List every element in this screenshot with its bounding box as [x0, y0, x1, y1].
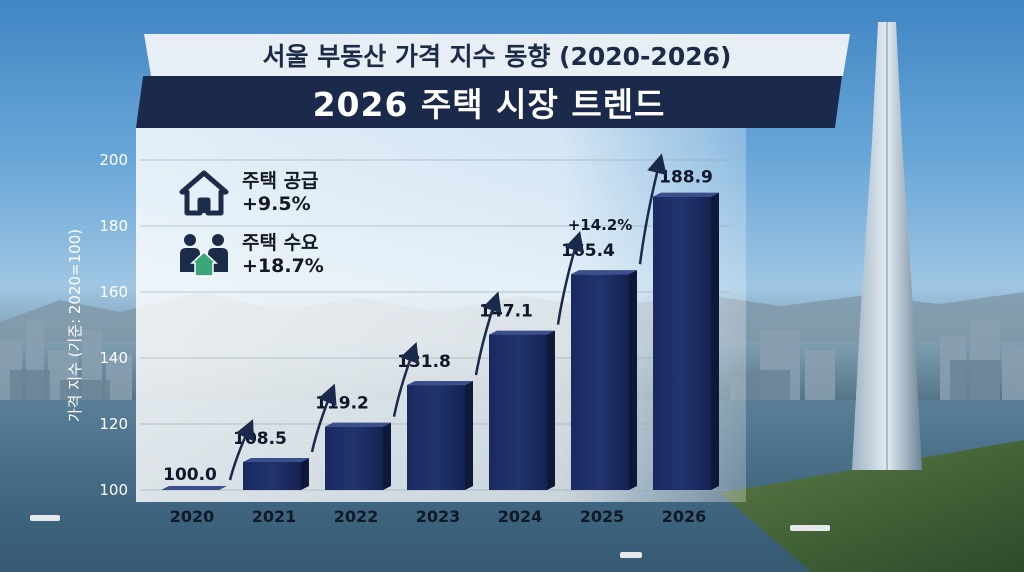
x-tick-label: 2024 — [498, 507, 543, 526]
x-tick-label: 2021 — [252, 507, 297, 526]
data-label: 131.8 — [397, 352, 451, 372]
bar-top — [407, 381, 473, 386]
bar-side — [547, 330, 555, 490]
bar — [571, 274, 629, 490]
data-label: 147.1 — [479, 302, 533, 322]
bar — [407, 385, 465, 490]
bar-top — [243, 457, 309, 462]
demand-label: 주택 수요 — [242, 232, 319, 254]
bar — [653, 196, 711, 490]
y-tick-label: 140 — [99, 349, 128, 367]
growth-arrow — [556, 230, 585, 325]
y-tick-label: 180 — [99, 217, 128, 235]
growth-arrow — [392, 342, 420, 417]
boat — [30, 515, 60, 521]
data-label: 165.4 — [561, 241, 615, 261]
y-tick-label: 100 — [99, 481, 128, 499]
chart-title: 서울 부동산 가격 지수 동향 (2020-2026) — [262, 42, 732, 71]
people-house-icon — [180, 234, 228, 277]
bar-side — [711, 192, 719, 490]
supply-info: 주택 공급 +9.5% — [178, 170, 319, 216]
subtitle-banner: 2026 주택 시장 트렌드 — [136, 76, 842, 128]
data-label: 188.9 — [659, 168, 713, 188]
bar-side — [383, 422, 391, 490]
bar-side — [301, 457, 309, 490]
supply-label: 주택 공급 — [242, 170, 319, 192]
bar-top — [653, 192, 719, 197]
y-tick-label: 200 — [99, 151, 128, 169]
skyscraper-tower — [852, 22, 922, 470]
bar-top — [571, 270, 637, 275]
data-label: 100.0 — [163, 465, 217, 485]
bar — [243, 461, 301, 490]
bar-side — [465, 381, 473, 490]
x-tick-label: 2022 — [334, 507, 379, 526]
bar-side — [629, 270, 637, 490]
boat — [620, 552, 642, 558]
growth-arrow — [228, 419, 254, 481]
demand-change: +18.7% — [242, 255, 324, 277]
growth-arrow — [310, 383, 337, 453]
bar-top — [161, 486, 227, 490]
y-tick-label: 160 — [99, 283, 128, 301]
supply-change: +9.5% — [242, 193, 311, 215]
bar — [325, 426, 383, 490]
x-tick-label: 2023 — [416, 507, 461, 526]
boat — [790, 525, 830, 531]
bar-top — [489, 330, 555, 335]
growth-arrow — [474, 291, 502, 376]
x-tick-label: 2026 — [662, 507, 707, 526]
y-axis-label: 가격 지수 (기준: 2020=100) — [66, 228, 85, 422]
x-tick-label: 2020 — [170, 507, 215, 526]
x-tick-label: 2025 — [580, 507, 625, 526]
bar-top — [325, 422, 391, 427]
demand-info: 주택 수요 +18.7% — [178, 232, 324, 278]
bar — [489, 334, 547, 490]
y-axis-label-wrap: 가격 지수 (기준: 2020=100) — [60, 205, 90, 445]
title-banner: 서울 부동산 가격 지수 동향 (2020-2026) — [144, 34, 850, 76]
growth-arrow — [638, 153, 667, 265]
house-icon — [179, 170, 229, 216]
y-tick-label: 120 — [99, 415, 128, 433]
growth-annotation: +14.2% — [568, 216, 633, 234]
chart-subtitle: 2026 주택 시장 트렌드 — [312, 85, 666, 124]
